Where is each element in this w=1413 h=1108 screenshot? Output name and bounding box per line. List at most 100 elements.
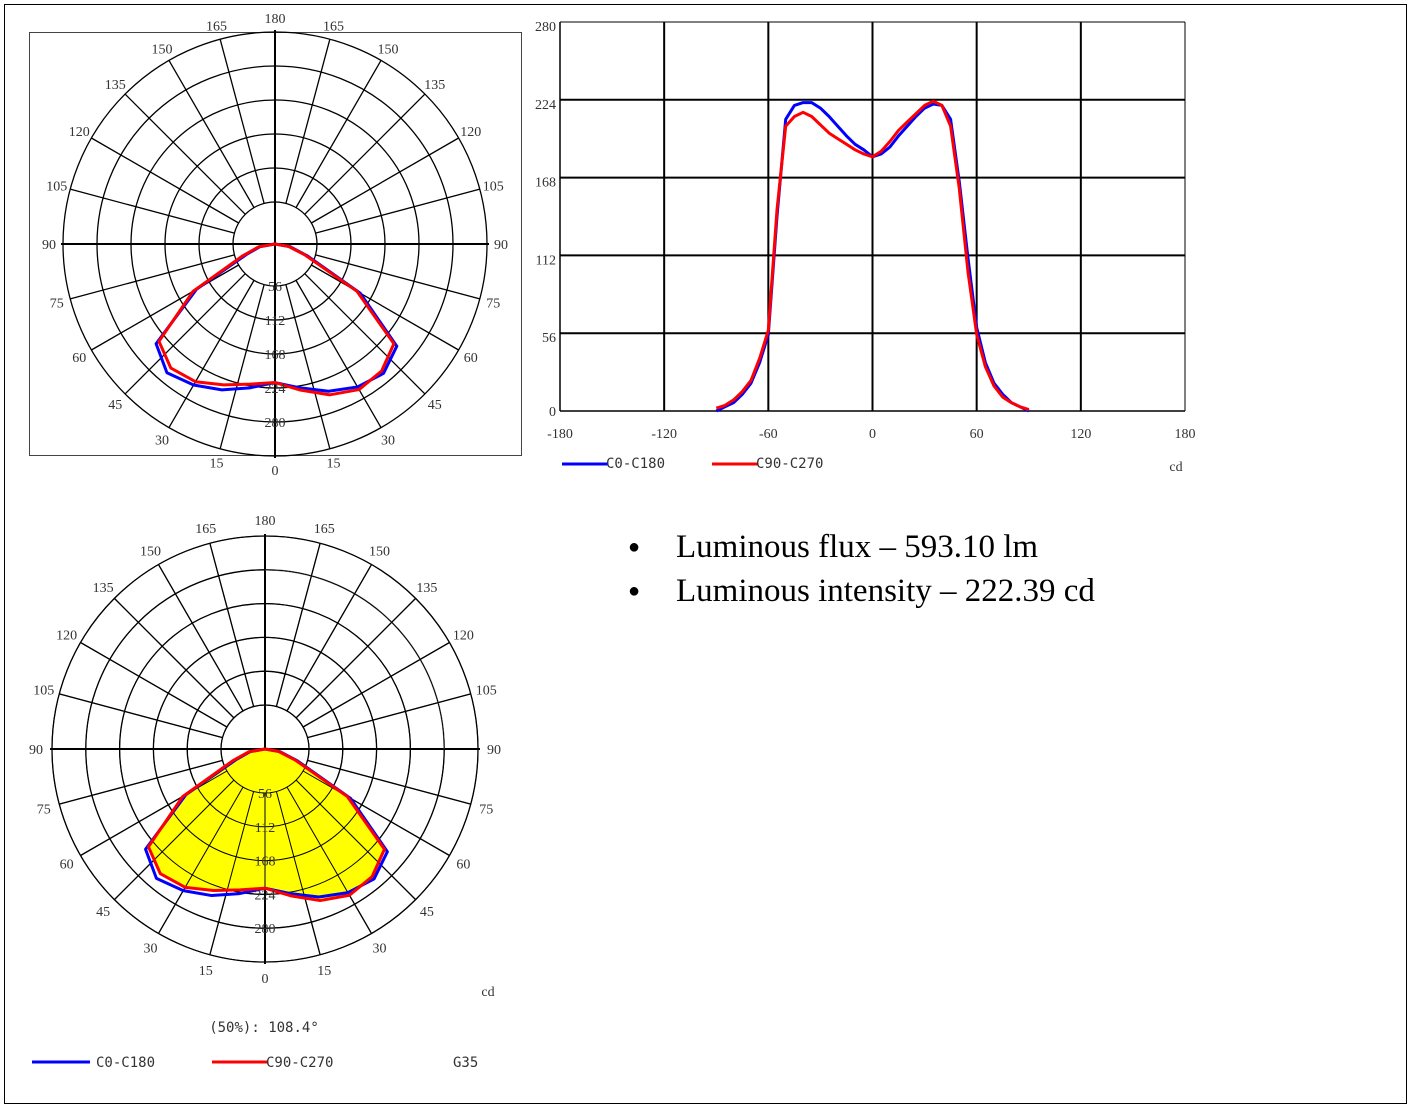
angle-tick-label: 120 [453, 629, 474, 644]
polar-spoke [311, 264, 459, 351]
y-tick-label: 168 [535, 176, 556, 191]
series-c90-c270-curve [157, 242, 396, 397]
angle-tick-label: 105 [33, 684, 54, 699]
polar-spoke [311, 137, 459, 224]
beam-fill-area [148, 749, 385, 901]
angle-tick-label: 60 [60, 858, 74, 873]
polar-spoke-overlay [286, 786, 372, 934]
angle-tick-label: 15 [199, 964, 213, 979]
radial-tick-label: 280 [255, 922, 276, 937]
angle-tick-label: 60 [72, 351, 86, 366]
angle-tick-label: 15 [317, 964, 331, 979]
polar-spoke [285, 284, 331, 449]
unit-label: cd [1169, 460, 1182, 475]
polar-spoke [304, 273, 426, 395]
legend-c0-label: C0-C180 [96, 1055, 155, 1071]
angle-tick-label: 75 [50, 296, 64, 311]
x-tick-label: 120 [1070, 427, 1091, 442]
y-tick-label: 56 [542, 331, 556, 346]
x-tick-label: 60 [970, 427, 984, 442]
beam-angle-label: (50%): 108.4° [209, 1020, 319, 1036]
x-tick-label: 180 [1175, 427, 1196, 442]
radial-tick-label: 224 [265, 382, 286, 397]
polar-spoke-overlay [114, 779, 235, 900]
line-series-c90-c270 [715, 99, 1030, 412]
legend-c0-label: C0-C180 [606, 456, 665, 472]
radial-tick-label: 280 [265, 416, 286, 431]
angle-tick-label: 105 [46, 180, 67, 195]
angle-tick-label: 165 [206, 20, 227, 35]
angle-tick-label: 150 [378, 42, 399, 57]
angle-tick-label: 0 [262, 972, 269, 987]
polar-spoke-overlay [209, 791, 255, 955]
series-c90-c270-curve [146, 747, 386, 903]
polar-spoke-overlay [158, 786, 244, 934]
polar-spoke [91, 137, 239, 224]
angle-tick-label: 15 [210, 456, 224, 471]
angle-tick-label: 30 [373, 941, 387, 956]
angle-tick-label: 165 [195, 522, 216, 537]
polar-spoke-overlay [59, 693, 223, 739]
polar-spoke-overlay [114, 598, 235, 719]
polar-spoke [304, 93, 426, 215]
angle-tick-label: 60 [456, 858, 470, 873]
polar-spoke-overlay [286, 564, 372, 712]
polar-spoke [70, 188, 235, 234]
polar-spoke-overlay [307, 759, 471, 805]
angle-tick-label: 120 [56, 629, 77, 644]
radial-tick-label: 112 [255, 821, 275, 836]
unit-label: cd [481, 985, 494, 1000]
y-tick-label: 112 [536, 253, 556, 268]
angle-tick-label: 165 [323, 20, 344, 35]
angle-tick-label: 60 [464, 351, 478, 366]
polar-spoke [219, 39, 265, 204]
angle-tick-label: 75 [37, 802, 51, 817]
angle-tick-label: 45 [428, 398, 442, 413]
radial-tick-label: 168 [255, 855, 276, 870]
angle-tick-label: 180 [265, 12, 286, 27]
polar-spoke [91, 264, 239, 351]
angle-tick-label: 75 [486, 296, 500, 311]
angle-tick-label: 45 [96, 905, 110, 920]
angle-tick-label: 30 [381, 434, 395, 449]
angle-tick-label: 30 [155, 434, 169, 449]
radial-tick-label: 56 [268, 280, 282, 295]
angle-tick-label: 180 [255, 514, 276, 529]
polar-spoke-overlay [295, 779, 416, 900]
polar-spoke [168, 280, 255, 428]
angle-tick-label: 150 [369, 545, 390, 560]
y-tick-label: 224 [535, 98, 556, 113]
legend-g35-label: G35 [453, 1055, 478, 1071]
polar-spoke [124, 273, 246, 395]
polar-spoke-overlay [302, 770, 450, 856]
polar-spoke-overlay [295, 598, 416, 719]
legend-c90-label: C90-C270 [756, 456, 823, 472]
polar-spoke-overlay [275, 543, 321, 707]
radial-tick-label: 168 [265, 348, 286, 363]
angle-tick-label: 120 [69, 125, 90, 140]
angle-tick-label: 165 [314, 522, 335, 537]
angle-tick-label: 30 [144, 941, 158, 956]
y-tick-label: 280 [535, 20, 556, 35]
luminous-flux-item: Luminous flux – 593.10 lm [628, 525, 1095, 569]
angle-tick-label: 90 [494, 238, 508, 253]
angle-tick-label: 135 [416, 581, 437, 596]
angle-tick-label: 105 [476, 684, 497, 699]
angle-tick-label: 105 [483, 180, 504, 195]
page-frame [4, 4, 1407, 1104]
angle-tick-label: 90 [42, 238, 56, 253]
x-tick-label: -120 [651, 427, 677, 442]
polar-spoke-overlay [158, 564, 244, 712]
angle-tick-label: 15 [326, 456, 340, 471]
angle-tick-label: 45 [420, 905, 434, 920]
angle-tick-label: 150 [140, 545, 161, 560]
polar-spoke-overlay [302, 642, 450, 728]
polar-spoke-overlay [80, 770, 228, 856]
angle-tick-label: 75 [479, 802, 493, 817]
polar-spoke-overlay [275, 791, 321, 955]
legend-c90-label: C90-C270 [266, 1055, 333, 1071]
polar-spoke-overlay [59, 759, 223, 805]
polar-spoke [219, 284, 265, 449]
